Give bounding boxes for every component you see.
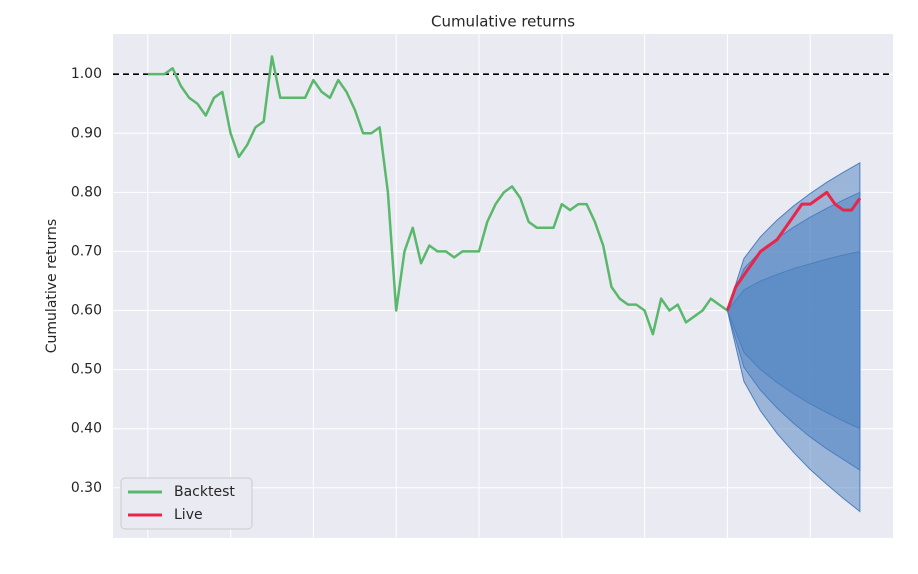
y-tick-label: 0.50 bbox=[71, 362, 102, 378]
cone-band bbox=[726, 250, 861, 430]
y-tick-label: 1.00 bbox=[71, 66, 102, 82]
legend-label: Live bbox=[174, 507, 203, 523]
series-line bbox=[725, 190, 862, 312]
legend-label: Backtest bbox=[174, 484, 235, 500]
y-tick-label: 0.30 bbox=[71, 480, 102, 496]
y-axis-label: Cumulative returns bbox=[44, 219, 60, 353]
legend: Backtest Live bbox=[120, 477, 253, 530]
y-tick-label: 0.40 bbox=[71, 421, 102, 437]
y-tick-label: 0.60 bbox=[71, 303, 102, 319]
y-tick-label: 0.90 bbox=[71, 125, 102, 141]
chart-title: Cumulative returns bbox=[431, 13, 575, 31]
series-line bbox=[147, 55, 729, 336]
y-tick-label: 0.80 bbox=[71, 184, 102, 200]
y-tick-label: 0.70 bbox=[71, 243, 102, 259]
